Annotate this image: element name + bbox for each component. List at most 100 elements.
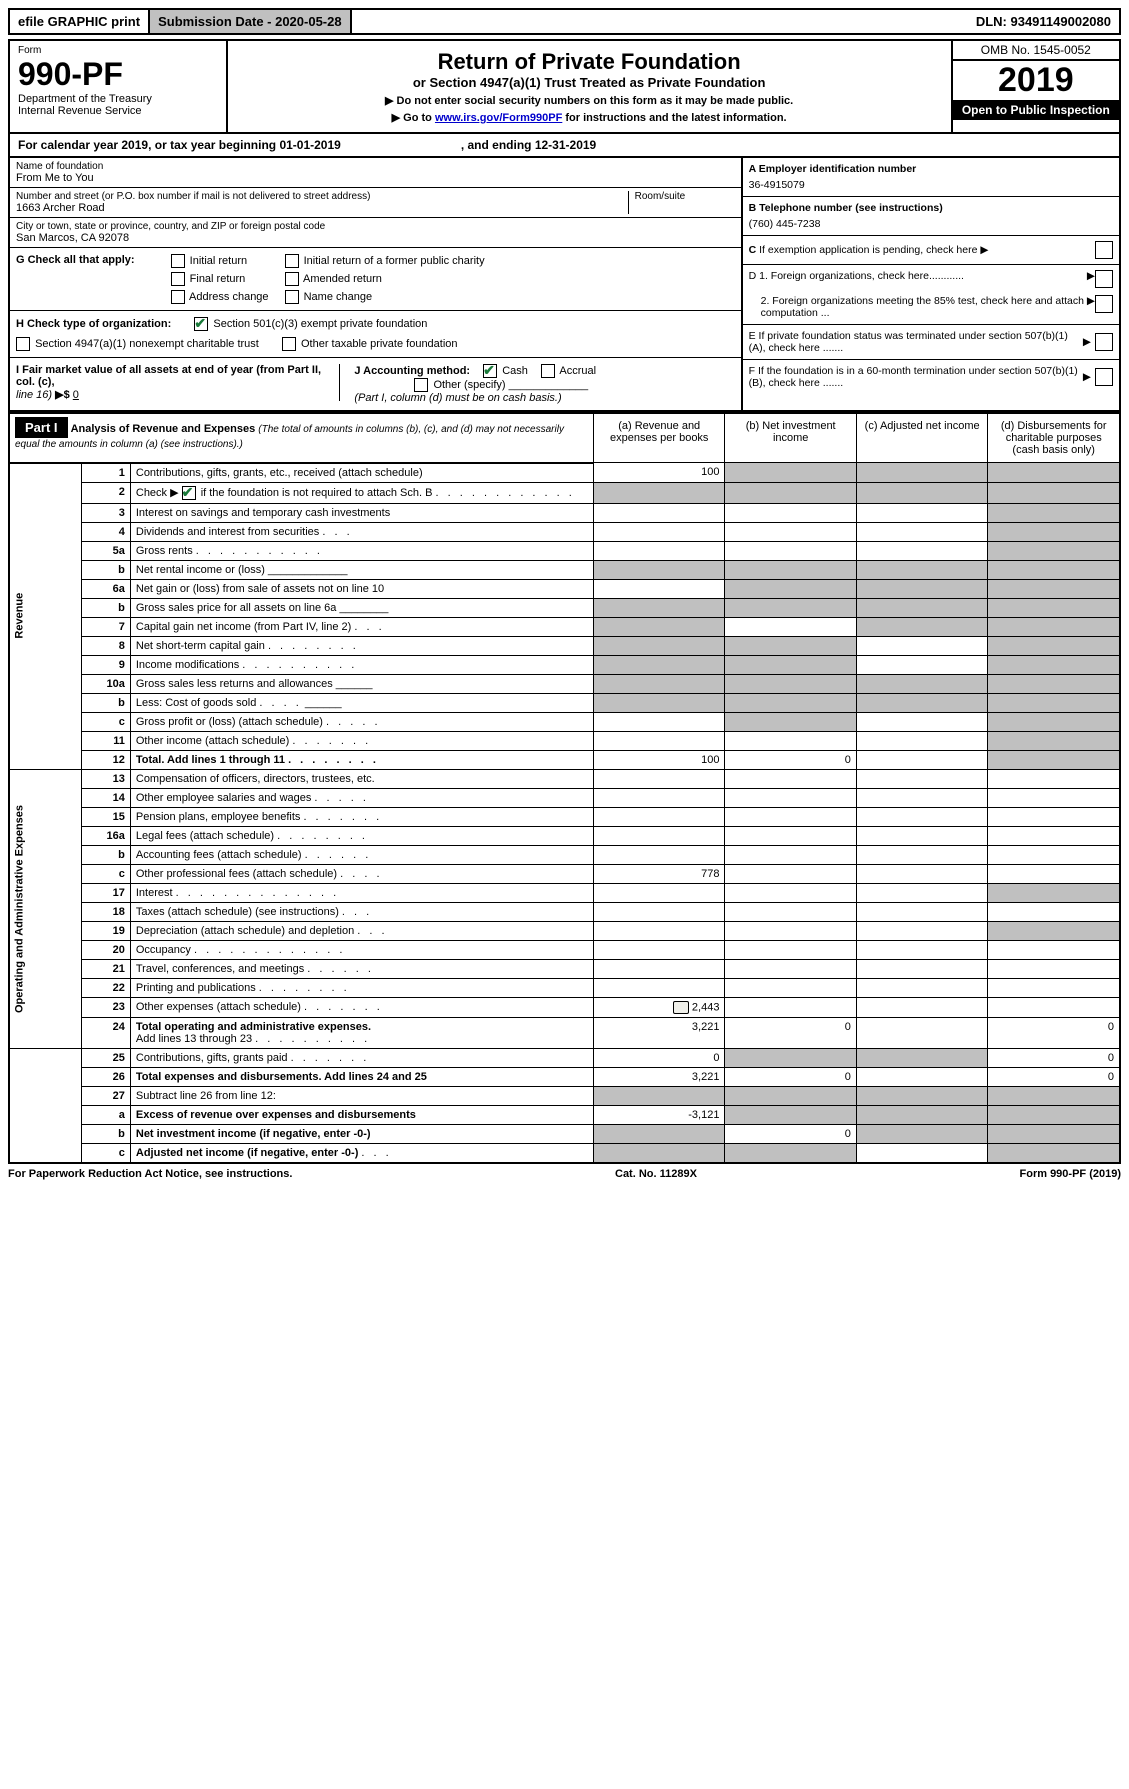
sch-b-checkbox[interactable] — [182, 486, 196, 500]
e-label: E If private foundation status was termi… — [749, 330, 1079, 354]
amended-return-checkbox[interactable] — [285, 272, 299, 286]
dln: DLN: 93491149002080 — [968, 10, 1119, 33]
other-method-checkbox[interactable] — [414, 378, 428, 392]
year: 2019 — [953, 61, 1119, 100]
address-change-checkbox[interactable] — [171, 290, 185, 304]
info-section: Name of foundation From Me to You Number… — [8, 158, 1121, 412]
f-checkbox[interactable] — [1095, 368, 1113, 386]
e-checkbox[interactable] — [1095, 333, 1113, 351]
d2-checkbox[interactable] — [1095, 295, 1113, 313]
city-label: City or town, state or province, country… — [16, 221, 735, 232]
initial-former-checkbox[interactable] — [285, 254, 299, 268]
other-taxable-checkbox[interactable] — [282, 337, 296, 351]
analysis-table: Part I Analysis of Revenue and Expenses … — [8, 412, 1121, 1164]
row-12-desc: Total. Add lines 1 through 11 . . . . . … — [130, 750, 593, 769]
attachment-icon[interactable] — [673, 1001, 689, 1014]
b-label: B Telephone number (see instructions) — [749, 202, 943, 214]
row-22-desc: Printing and publications . . . . . . . … — [130, 978, 593, 997]
cash-checkbox[interactable] — [483, 364, 497, 378]
row-23-a: 2,443 — [593, 997, 724, 1017]
final-return-checkbox[interactable] — [171, 272, 185, 286]
row-16c-desc: Other professional fees (attach schedule… — [130, 864, 593, 883]
phone: (760) 445-7238 — [749, 218, 821, 230]
col-b-header: (b) Net investment income — [725, 413, 856, 463]
footer: For Paperwork Reduction Act Notice, see … — [8, 1164, 1121, 1184]
row-2-desc: Check ▶ if the foundation is not require… — [130, 482, 593, 503]
irs-link[interactable]: www.irs.gov/Form990PF — [435, 112, 562, 124]
col-c-header: (c) Adjusted net income — [856, 413, 987, 463]
j-label: J Accounting method: — [354, 365, 470, 377]
footer-right: Form 990-PF (2019) — [1020, 1168, 1122, 1180]
row-18-desc: Taxes (attach schedule) (see instruction… — [130, 902, 593, 921]
footer-left: For Paperwork Reduction Act Notice, see … — [8, 1168, 292, 1180]
d1-checkbox[interactable] — [1095, 270, 1113, 288]
foundation-name: From Me to You — [16, 172, 735, 184]
row-8-desc: Net short-term capital gain . . . . . . … — [130, 636, 593, 655]
city-state-zip: San Marcos, CA 92078 — [16, 232, 735, 244]
col-d-header: (d) Disbursements for charitable purpose… — [988, 413, 1120, 463]
name-change-checkbox[interactable] — [285, 290, 299, 304]
row-10a-desc: Gross sales less returns and allowances … — [130, 674, 593, 693]
row-24-a: 3,221 — [593, 1017, 724, 1048]
row-17-desc: Interest . . . . . . . . . . . . . . — [130, 883, 593, 902]
row-16c-a: 778 — [593, 864, 724, 883]
row-5a-desc: Gross rents . . . . . . . . . . . — [130, 541, 593, 560]
initial-return-checkbox[interactable] — [171, 254, 185, 268]
g-label: G Check all that apply: — [16, 254, 135, 266]
h-label: H Check type of organization: — [16, 318, 171, 330]
row-16b-desc: Accounting fees (attach schedule) . . . … — [130, 845, 593, 864]
4947-checkbox[interactable] — [16, 337, 30, 351]
revenue-label: Revenue — [9, 463, 82, 770]
col-a-header: (a) Revenue and expenses per books — [593, 413, 724, 463]
row-12-b: 0 — [725, 750, 856, 769]
form-instr2: ▶ Go to www.irs.gov/Form990PF for instru… — [236, 111, 943, 124]
c-checkbox[interactable] — [1095, 241, 1113, 259]
row-9-desc: Income modifications . . . . . . . . . . — [130, 655, 593, 674]
f-label: F If the foundation is in a 60-month ter… — [749, 365, 1079, 389]
row-27b-b: 0 — [725, 1124, 856, 1143]
row-25-d: 0 — [988, 1048, 1120, 1067]
form-instr1: ▶ Do not enter social security numbers o… — [236, 94, 943, 107]
top-bar: efile GRAPHIC print Submission Date - 20… — [8, 8, 1121, 35]
row-6a-desc: Net gain or (loss) from sale of assets n… — [130, 579, 593, 598]
expenses-label: Operating and Administrative Expenses — [9, 769, 82, 1048]
street-address: 1663 Archer Road — [16, 202, 628, 214]
i-label: I Fair market value of all assets at end… — [16, 364, 321, 388]
row-27a-a: -3,121 — [593, 1105, 724, 1124]
efile-label[interactable]: efile GRAPHIC print — [10, 10, 150, 33]
irs: Internal Revenue Service — [18, 105, 218, 117]
form-label: Form — [18, 45, 218, 56]
row-5b-desc: Net rental income or (loss) ____________… — [130, 560, 593, 579]
row-23-desc: Other expenses (attach schedule) . . . .… — [130, 997, 593, 1017]
part1-title: Analysis of Revenue and Expenses — [71, 423, 256, 435]
row-16a-desc: Legal fees (attach schedule) . . . . . .… — [130, 826, 593, 845]
footer-center: Cat. No. 11289X — [615, 1168, 697, 1180]
d1-label: D 1. Foreign organizations, check here..… — [749, 270, 1087, 288]
row-24-desc: Total operating and administrative expen… — [130, 1017, 593, 1048]
row-7-desc: Capital gain net income (from Part IV, l… — [130, 617, 593, 636]
row-27a-desc: Excess of revenue over expenses and disb… — [130, 1105, 593, 1124]
row-26-a: 3,221 — [593, 1067, 724, 1086]
a-label: A Employer identification number — [749, 163, 917, 175]
part1-label: Part I — [15, 417, 68, 438]
addr-label: Number and street (or P.O. box number if… — [16, 191, 628, 202]
c-label: C If exemption application is pending, c… — [749, 244, 1091, 256]
row-21-desc: Travel, conferences, and meetings . . . … — [130, 959, 593, 978]
row-25-desc: Contributions, gifts, grants paid . . . … — [130, 1048, 593, 1067]
row-1-desc: Contributions, gifts, grants, etc., rece… — [130, 463, 593, 483]
row-10b-desc: Less: Cost of goods sold . . . . ______ — [130, 693, 593, 712]
row-27c-desc: Adjusted net income (if negative, enter … — [130, 1143, 593, 1163]
form-header: Form 990-PF Department of the Treasury I… — [8, 39, 1121, 134]
row-6b-desc: Gross sales price for all assets on line… — [130, 598, 593, 617]
accrual-checkbox[interactable] — [541, 364, 555, 378]
row-24-b: 0 — [725, 1017, 856, 1048]
open-public: Open to Public Inspection — [953, 100, 1119, 120]
row-1-a: 100 — [593, 463, 724, 483]
form-title: Return of Private Foundation — [236, 49, 943, 75]
501c3-checkbox[interactable] — [194, 317, 208, 331]
name-label: Name of foundation — [16, 161, 735, 172]
row-13-desc: Compensation of officers, directors, tru… — [130, 769, 593, 788]
row-20-desc: Occupancy . . . . . . . . . . . . . — [130, 940, 593, 959]
omb: OMB No. 1545-0052 — [953, 41, 1119, 61]
row-25-a: 0 — [593, 1048, 724, 1067]
